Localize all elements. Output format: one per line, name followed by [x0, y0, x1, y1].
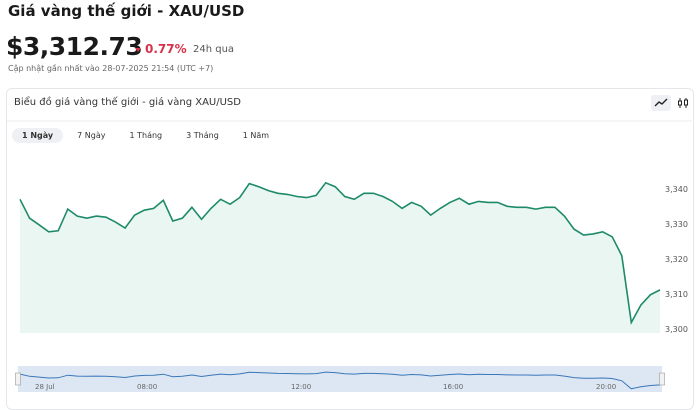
chart: 3,300 3,310 3,320 3,330 3,340 28 Jul 08:00 12:0… [7, 120, 692, 392]
navigator-label: 12:00 [291, 383, 311, 391]
y-tick-label: 3,310 [665, 290, 688, 299]
updated-time: Cập nhật gần nhất vào 28-07-2025 21:54 (… [8, 64, 214, 73]
navigator-label: 16:00 [443, 383, 463, 391]
navigator-label: 20:00 [596, 383, 616, 391]
page-title: Giá vàng thế giới - XAU/USD [8, 2, 245, 20]
range-tabs: 1 Ngày 7 Ngày 1 Tháng 3 Tháng 1 Năm [12, 128, 279, 143]
price-line [19, 181, 661, 325]
range-tab[interactable]: 1 Năm [242, 131, 270, 140]
navigator-label: 28 Jul [35, 383, 55, 391]
navigator-handle [659, 372, 665, 386]
range-tab[interactable]: 3 Tháng [186, 131, 219, 140]
price-change: 0.77% [145, 42, 187, 56]
range-tab[interactable]: 1 Tháng [129, 131, 163, 140]
navigator-handle [15, 372, 21, 386]
navigator-label: 08:00 [137, 383, 157, 391]
range-tab[interactable]: 7 Ngày [77, 131, 106, 140]
area [20, 182, 660, 333]
page: {"header":{"title":"Giá vàng thế giới - … [6, 2, 694, 410]
candle-chart-toggle[interactable] [673, 95, 693, 111]
y-tick-label: 3,340 [665, 185, 688, 194]
card-title: Biểu đồ giá vàng thế giới - giá vàng XAU… [14, 97, 241, 108]
navigator-line [19, 371, 661, 390]
navigator [18, 366, 662, 392]
y-tick-label: 3,320 [665, 255, 688, 264]
range-tab[interactable]: 1 Ngày [12, 128, 64, 143]
change-period: 24h qua [193, 44, 235, 55]
line-chart-toggle[interactable] [651, 95, 671, 111]
down-arrow [135, 48, 141, 52]
y-tick-label: 3,300 [665, 325, 688, 334]
y-tick-label: 3,330 [665, 220, 688, 229]
price: $3,312.73 [6, 32, 143, 61]
